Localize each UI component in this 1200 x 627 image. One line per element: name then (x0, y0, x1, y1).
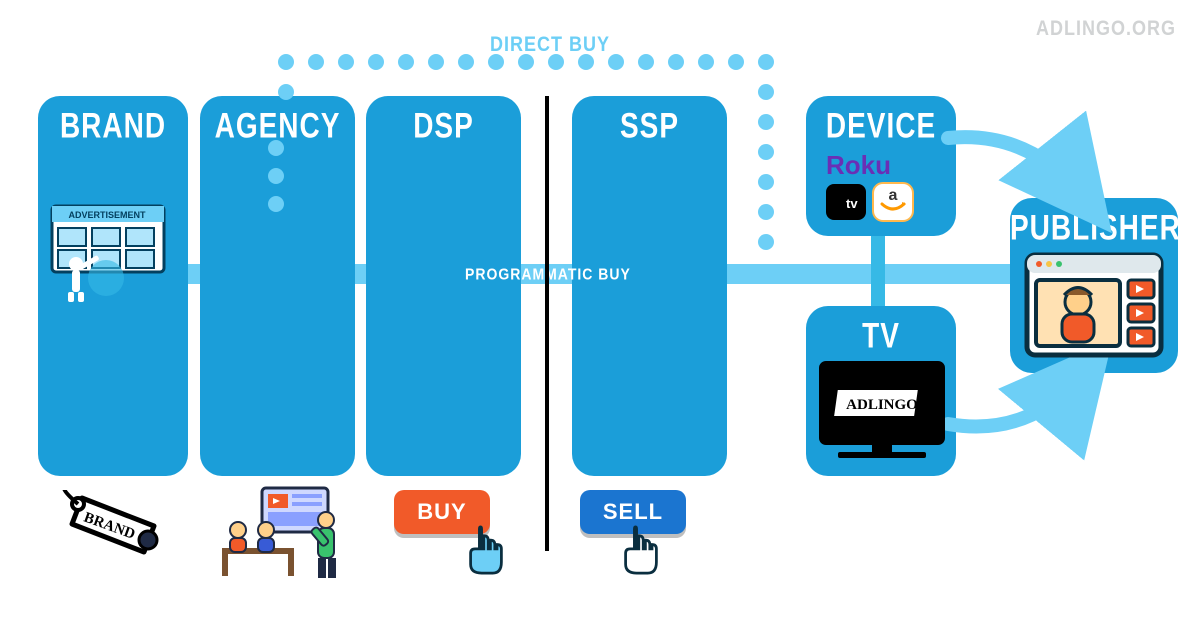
buy-sell-divider (545, 96, 549, 551)
tv-brand-label: ADLINGO (846, 397, 918, 413)
agency-ellipsis-dot (268, 196, 284, 212)
agency-team-icon (208, 484, 358, 589)
column-title-tv: TV (806, 316, 956, 356)
brand-tag-icon: BRAND (56, 490, 176, 585)
direct-buy-dot (728, 54, 744, 70)
roku-logo: Roku (826, 150, 891, 181)
direct-buy-dot (458, 54, 474, 70)
direct-buy-dot (278, 84, 294, 100)
cursor-icon (619, 522, 663, 578)
direct-buy-dot (518, 54, 534, 70)
direct-buy-dot (338, 54, 354, 70)
direct-buy-dot (758, 114, 774, 130)
direct-buy-dot (698, 54, 714, 70)
watermark: ADLINGO.ORG (1036, 16, 1176, 41)
amazon-logo: a (872, 182, 914, 227)
column-title-publisher: PUBLISHER (1010, 208, 1178, 248)
direct-buy-dot (488, 54, 504, 70)
direct-buy-dot (308, 54, 324, 70)
column-ssp: SSP (572, 96, 727, 476)
buy-button-label: BUY (417, 499, 466, 525)
direct-buy-dot (428, 54, 444, 70)
advertisement-label: ADVERTISEMENT (68, 210, 146, 220)
column-title-brand: BRAND (38, 106, 188, 146)
svg-text:tv: tv (846, 196, 858, 211)
publisher-screen-icon (1024, 252, 1164, 363)
svg-text:a: a (889, 187, 898, 204)
agency-ellipsis-dot (268, 168, 284, 184)
cursor-icon (464, 522, 508, 578)
direct-buy-dot (758, 174, 774, 190)
direct-buy-dot (578, 54, 594, 70)
direct-buy-dot (758, 84, 774, 100)
column-title-dsp: DSP (366, 106, 521, 146)
direct-buy-dot (368, 54, 384, 70)
direct-buy-dot (608, 54, 624, 70)
direct-buy-dot (638, 54, 654, 70)
direct-buy-dot (758, 54, 774, 70)
direct-buy-label: DIRECT BUY (490, 32, 610, 57)
tv-screen: ADLINGO (818, 360, 946, 473)
direct-buy-dot (398, 54, 414, 70)
column-dsp: DSP (366, 96, 521, 476)
column-title-device: DEVICE (806, 106, 956, 146)
device-tv-connector (871, 236, 885, 306)
direct-buy-dot (758, 204, 774, 220)
direct-buy-dot (278, 54, 294, 70)
column-title-ssp: SSP (572, 106, 727, 146)
apple-tv-logo: tv (826, 184, 866, 225)
direct-buy-dot (668, 54, 684, 70)
agency-ellipsis-dot (268, 140, 284, 156)
direct-buy-dot (548, 54, 564, 70)
direct-buy-dot (758, 234, 774, 250)
direct-buy-dot (758, 144, 774, 160)
brand-advertisement-panel: ADVERTISEMENT (50, 204, 178, 307)
